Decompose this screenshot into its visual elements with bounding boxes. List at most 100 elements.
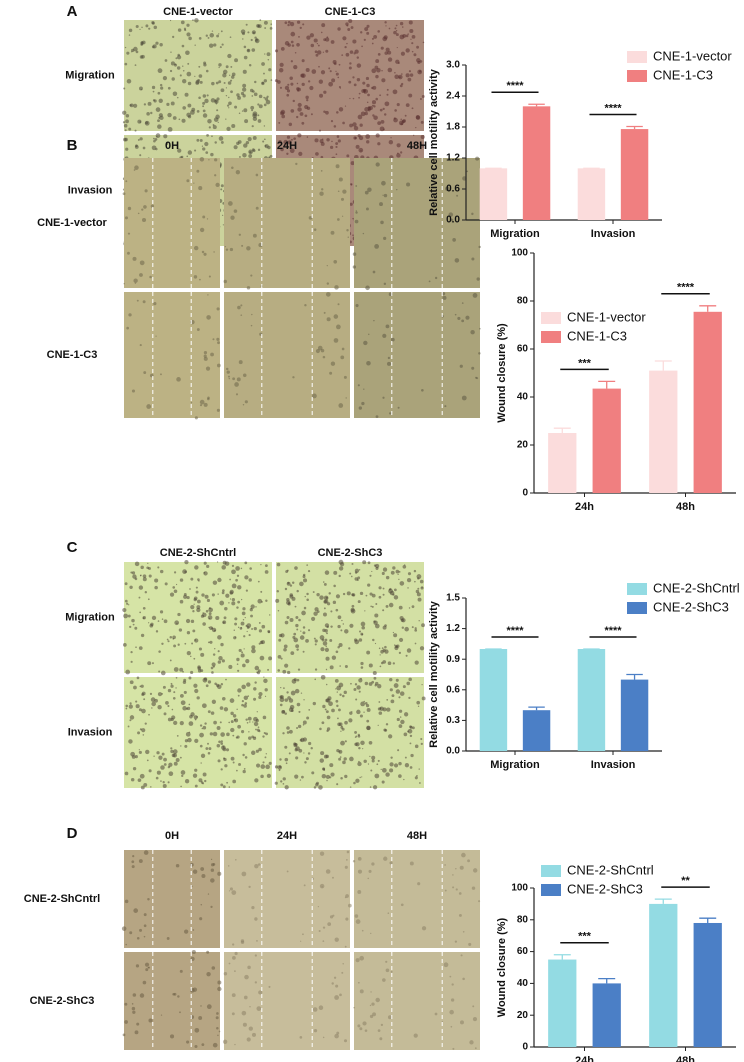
- cell: [279, 697, 285, 703]
- cell: [315, 53, 319, 57]
- cell: [227, 201, 233, 206]
- cell: [199, 399, 205, 405]
- cell: [258, 691, 263, 697]
- cell: [331, 140, 333, 143]
- cell: [375, 74, 379, 79]
- cell: [382, 587, 385, 590]
- cell: [296, 115, 299, 119]
- cell: [216, 726, 221, 730]
- cell: [326, 779, 328, 782]
- x-tick-label: Invasion: [591, 759, 636, 771]
- cell: [323, 599, 328, 604]
- cell: [222, 589, 225, 592]
- cell: [382, 593, 385, 596]
- cell: [365, 134, 371, 139]
- cell: [352, 97, 355, 100]
- cell: [372, 270, 376, 274]
- cell: [284, 663, 289, 668]
- cell: [294, 605, 297, 608]
- cell: [255, 206, 259, 210]
- cell: [265, 764, 270, 770]
- cell: [278, 121, 281, 124]
- cell: [128, 127, 132, 131]
- cell: [194, 784, 198, 788]
- cell: [421, 926, 427, 931]
- cell: [325, 710, 329, 714]
- column-label: 48H: [407, 140, 427, 152]
- cell: [126, 251, 130, 255]
- cell: [408, 607, 411, 609]
- error-bar: [699, 917, 717, 923]
- cell: [256, 711, 258, 713]
- cell: [236, 657, 240, 662]
- cell: [211, 81, 215, 86]
- cell: [148, 622, 150, 624]
- cell: [326, 282, 329, 285]
- cell: [415, 126, 417, 129]
- cell: [416, 592, 421, 597]
- cell: [364, 190, 369, 195]
- cell: [386, 698, 389, 701]
- cell: [129, 702, 132, 705]
- cell: [312, 701, 317, 706]
- cell: [342, 592, 346, 596]
- cell: [157, 91, 161, 95]
- cell: [122, 192, 126, 196]
- cell: [216, 743, 221, 748]
- cell: [134, 577, 138, 581]
- cell: [157, 620, 160, 622]
- y-tick-label: 80: [517, 914, 529, 925]
- cell: [312, 591, 315, 594]
- y-axis-title: Wound closure (%): [496, 917, 508, 1017]
- cell: [217, 759, 221, 763]
- cell: [397, 406, 400, 409]
- cell: [176, 377, 181, 382]
- cell: [378, 595, 382, 599]
- cell: [138, 749, 140, 751]
- cell: [352, 234, 354, 237]
- cell: [139, 154, 142, 157]
- cell: [277, 80, 281, 84]
- cell: [245, 23, 248, 26]
- cell: [267, 58, 270, 61]
- cell: [282, 710, 286, 714]
- cell: [389, 677, 393, 682]
- cell: [374, 642, 377, 645]
- cell: [231, 890, 237, 895]
- cell: [248, 885, 251, 889]
- cell: [401, 26, 404, 28]
- cell: [172, 116, 177, 120]
- cell: [375, 133, 380, 138]
- cell: [354, 571, 358, 574]
- cell: [159, 115, 164, 121]
- cell: [129, 625, 132, 629]
- cell: [167, 765, 171, 769]
- y-tick-label: 0: [522, 1042, 528, 1053]
- cell: [395, 24, 398, 27]
- cell: [263, 20, 268, 25]
- cell: [324, 647, 329, 652]
- cell: [250, 105, 255, 110]
- cell: [232, 377, 236, 381]
- cell: [420, 120, 424, 124]
- error-bar: [553, 427, 571, 433]
- bar: [620, 679, 649, 751]
- cell: [222, 1039, 228, 1044]
- cell: [163, 757, 167, 762]
- cell: [218, 63, 222, 67]
- cell: [195, 590, 199, 594]
- cell: [420, 737, 423, 741]
- cell: [317, 905, 320, 908]
- cell: [360, 740, 365, 746]
- cell: [398, 76, 401, 79]
- cell: [217, 660, 222, 664]
- cell: [131, 1006, 136, 1011]
- cell: [228, 890, 231, 892]
- cell: [243, 143, 248, 148]
- cell: [369, 592, 373, 596]
- cell: [284, 712, 287, 715]
- x-tick-label: 48h: [676, 1055, 695, 1062]
- cell: [372, 638, 375, 642]
- cell: [450, 1025, 453, 1028]
- cell: [318, 785, 323, 790]
